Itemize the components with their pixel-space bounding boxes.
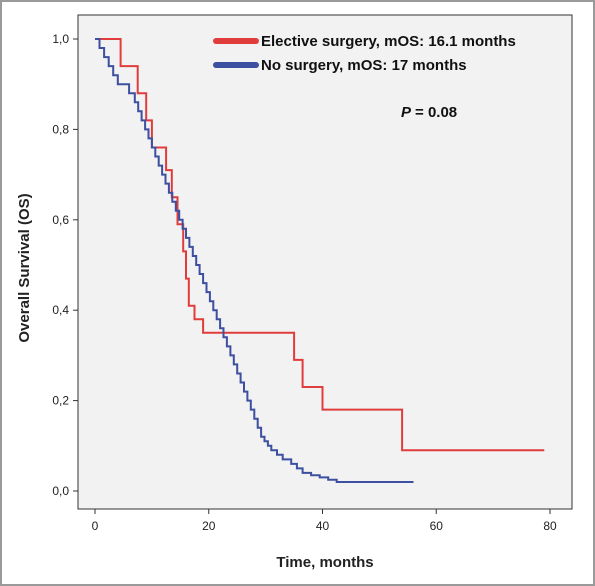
- x-tick-label: 0: [92, 519, 99, 533]
- y-axis-title: Overall Survival (OS): [16, 193, 33, 342]
- x-tick-label: 80: [543, 519, 557, 533]
- y-tick-label: 1,0: [52, 32, 69, 46]
- y-tick-label: 0,8: [52, 122, 69, 136]
- legend: Elective surgery, mOS: 16.1 months No sur…: [213, 33, 516, 74]
- legend-label: No surgery, mOS: 17 months: [261, 57, 467, 74]
- p-value-annotation: P = 0.08: [401, 104, 457, 121]
- survival-curves: [95, 38, 545, 483]
- no-surgery-curve: [95, 38, 414, 483]
- p-value-text: = 0.08: [415, 104, 457, 121]
- plot-area: [77, 14, 573, 510]
- axes: 0 20 40 60 80 0,0 0,2 0,4 0,6 0,8 1,0: [52, 15, 572, 533]
- x-tick-label: 40: [316, 519, 330, 533]
- p-value-symbol: P: [401, 104, 412, 121]
- x-tick-label: 60: [430, 519, 444, 533]
- x-axis-title: Time, months: [276, 554, 373, 571]
- y-tick-label: 0,2: [52, 394, 69, 408]
- x-tick-label: 20: [202, 519, 216, 533]
- y-tick-label: 0,6: [52, 213, 69, 227]
- y-tick-label: 0,4: [52, 303, 69, 317]
- legend-label: Elective surgery, mOS: 16.1 months: [261, 33, 516, 50]
- elective-surgery-curve: [95, 38, 545, 452]
- y-tick-label: 0,0: [52, 484, 69, 498]
